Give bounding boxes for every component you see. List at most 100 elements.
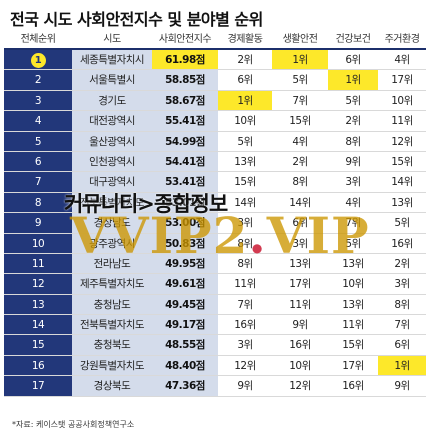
header-life-safety: 생활안전	[282, 34, 318, 45]
housing-cell: 16위	[391, 237, 413, 250]
rank-cell: 12	[4, 274, 72, 294]
watermark-logo-part-a: VVIP2	[70, 206, 249, 265]
rank-cell: 10	[4, 233, 72, 253]
region-cell: 전북특별자치도	[72, 192, 152, 213]
rank-cell: 17	[4, 376, 72, 396]
region-cell: 인천광역시	[72, 151, 152, 172]
index-cell: 54.41점	[152, 151, 218, 172]
table-row: 3 경기도 58.67점 1위 7위 5위 10위	[4, 90, 426, 112]
housing-cell: 14위	[391, 176, 413, 189]
life-cell: 15위	[289, 115, 311, 128]
econ-cell: 12위	[234, 359, 256, 372]
region-cell: 강원특별자치도	[72, 355, 152, 376]
econ-cell: 6위	[237, 74, 253, 87]
table-row: 10 광주광역시 50.83점 8위 3위 5위 16위	[4, 233, 426, 254]
health-cell: 2위	[345, 115, 361, 128]
table-row: 1 세종특별자치시 61.98점 2위 1위 6위 4위	[4, 50, 426, 71]
header-safety-index: 사회안전지수	[158, 34, 212, 45]
health-cell: 17위	[342, 359, 364, 372]
region-cell: 충청남도	[72, 294, 152, 315]
region-cell: 경기도	[72, 90, 152, 111]
region-cell: 경상남도	[72, 213, 152, 233]
life-cell: 3위	[292, 237, 308, 250]
housing-cell: 13위	[391, 196, 413, 209]
index-cell: 53.41점	[152, 172, 218, 192]
econ-cell: 3위	[237, 339, 253, 352]
rank-cell: 14	[4, 315, 72, 335]
watermark-logo-dot: .	[248, 206, 267, 265]
life-cell: 6위	[292, 217, 308, 230]
table-row: 6 인천광역시 54.41점 13위 2위 9위 15위	[4, 151, 426, 173]
health-cell: 4위	[345, 196, 361, 209]
table-row: 5 울산광역시 54.99점 5위 4위 8위 12위	[4, 131, 426, 152]
housing-cell: 7위	[394, 319, 410, 332]
index-cell: 53.01점	[152, 192, 218, 213]
housing-cell: 11위	[391, 115, 413, 128]
housing-cell: 1위	[378, 355, 426, 376]
health-cell: 8위	[345, 135, 361, 148]
index-cell: 58.85점	[152, 70, 218, 90]
life-cell: 8위	[292, 176, 308, 189]
ranking-table: 전체순위 시도 사회안전지수 경제활동 생활안전 건강보건 주거환경 1 세종특별…	[4, 30, 426, 397]
rank-cell: 16	[4, 355, 72, 376]
index-cell: 55.41점	[152, 111, 218, 131]
region-cell: 울산광역시	[72, 131, 152, 151]
watermark-text: 커뮤니티>종합정보	[64, 192, 228, 216]
rank-cell: 4	[4, 111, 72, 131]
housing-cell: 3위	[394, 278, 410, 291]
header-economic: 경제활동	[227, 34, 263, 45]
health-cell: 10위	[342, 278, 364, 291]
health-cell: 13위	[342, 298, 364, 311]
table-row: 17 경상북도 47.36점 9위 12위 16위 9위	[4, 376, 426, 397]
health-cell: 5위	[345, 94, 361, 107]
rank-cell: 15	[4, 335, 72, 355]
health-cell: 5위	[345, 237, 361, 250]
index-cell: 53.00점	[152, 213, 218, 233]
index-cell: 49.45점	[152, 294, 218, 315]
index-cell: 49.61점	[152, 274, 218, 294]
rank-cell: 7	[4, 172, 72, 192]
watermark-logo-part-c: VIP	[266, 206, 370, 265]
econ-cell: 8위	[237, 257, 253, 270]
housing-cell: 15위	[391, 155, 413, 168]
life-cell: 14위	[289, 196, 311, 209]
life-cell: 17위	[289, 278, 311, 291]
table-row: 2 서울특별시 58.85점 6위 5위 1위 17위	[4, 70, 426, 91]
rank-cell: 9	[4, 213, 72, 233]
life-cell: 16위	[289, 339, 311, 352]
life-cell: 7위	[292, 94, 308, 107]
rank-cell: 5	[4, 131, 72, 151]
table-row: 8 전북특별자치도 53.01점 14위 14위 4위 13위	[4, 192, 426, 214]
housing-cell: 4위	[394, 54, 410, 66]
housing-cell: 9위	[394, 380, 410, 393]
header-region: 시도	[103, 34, 121, 45]
life-cell: 10위	[289, 359, 311, 372]
life-cell: 11위	[289, 298, 311, 311]
rank-cell: 11	[4, 253, 72, 274]
table-row: 11 전라남도 49.95점 8위 13위 13위 2위	[4, 253, 426, 275]
table-row: 7 대구광역시 53.41점 15위 8위 3위 14위	[4, 172, 426, 193]
health-cell: 16위	[342, 380, 364, 393]
watermark-logo: VVIP2.VIP	[70, 206, 370, 265]
region-cell: 전라남도	[72, 253, 152, 274]
header-overall-rank: 전체순위	[20, 34, 56, 45]
table-row: 15 충청북도 48.55점 3위 16위 15위 6위	[4, 335, 426, 356]
econ-cell: 5위	[237, 135, 253, 148]
econ-cell: 14위	[234, 196, 256, 209]
housing-cell: 6위	[394, 339, 410, 352]
housing-cell: 5위	[394, 217, 410, 230]
index-cell: 54.99점	[152, 131, 218, 151]
region-cell: 서울특별시	[72, 70, 152, 90]
index-cell: 48.55점	[152, 335, 218, 355]
health-cell: 7위	[345, 217, 361, 230]
index-cell: 58.67점	[152, 90, 218, 111]
housing-cell: 10위	[391, 94, 413, 107]
table-row: 4 대전광역시 55.41점 10위 15위 2위 11위	[4, 111, 426, 132]
health-cell: 3위	[345, 176, 361, 189]
econ-cell: 1위	[218, 90, 272, 111]
rank-badge: 1	[30, 53, 46, 68]
region-cell: 대전광역시	[72, 111, 152, 131]
region-cell: 대구광역시	[72, 172, 152, 192]
table-row: 9 경상남도 53.00점 3위 6위 7위 5위	[4, 213, 426, 234]
header-housing: 주거환경	[384, 34, 420, 45]
